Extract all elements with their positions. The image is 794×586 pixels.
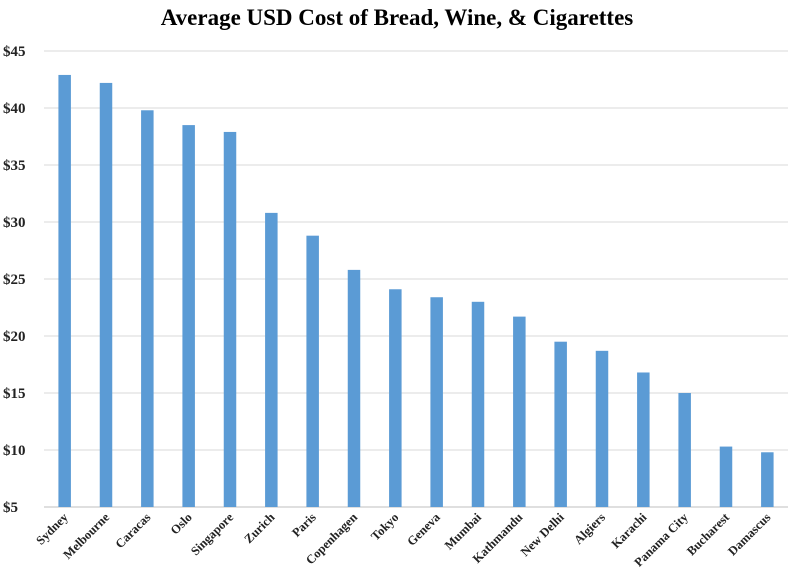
bar-oslo xyxy=(182,125,195,507)
x-tick-label: Paris xyxy=(289,510,319,540)
x-tick-label: New Delhi xyxy=(518,510,567,559)
bar-singapore xyxy=(223,131,237,507)
y-tick-label: $45 xyxy=(3,44,26,60)
bar-karachi xyxy=(637,372,650,507)
bar-kathmandu xyxy=(513,316,526,507)
y-tick-label: $10 xyxy=(3,443,26,459)
bar-melbourne xyxy=(99,82,113,508)
bar-bucharest xyxy=(719,446,733,507)
bar-mumbai xyxy=(471,301,485,507)
x-tick-label: Singapore xyxy=(188,510,236,558)
x-tick-label: Zurich xyxy=(242,510,278,546)
bar-new-delhi xyxy=(554,341,567,507)
x-tick-label: Geneva xyxy=(404,510,443,549)
y-tick-label: $30 xyxy=(3,215,26,231)
x-tick-label: Oslo xyxy=(168,510,195,537)
bar-zurich xyxy=(265,212,278,507)
y-tick-label: $5 xyxy=(3,500,18,516)
y-tick-label: $25 xyxy=(3,272,26,288)
x-tick-label: Bucharest xyxy=(684,510,733,559)
y-tick-label: $40 xyxy=(3,101,26,117)
y-axis-ticks: $5 $10 $15 $20 $25 $30 $35 $40 $45 xyxy=(3,44,26,516)
y-tick-label: $35 xyxy=(3,158,26,174)
y-tick-label: $20 xyxy=(3,329,26,345)
bar-algiers xyxy=(595,350,609,507)
x-tick-label: Sydney xyxy=(33,510,71,548)
bar-copenhagen xyxy=(347,269,361,507)
x-tick-label: Caracas xyxy=(113,510,154,551)
bar-caracas xyxy=(141,110,154,507)
x-tick-label: Damascus xyxy=(725,510,773,558)
chart-title: Average USD Cost of Bread, Wine, & Cigar… xyxy=(161,5,634,30)
bar-paris xyxy=(306,235,319,507)
x-tick-label: Mumbai xyxy=(442,510,485,553)
grid-lines xyxy=(44,50,788,451)
bar-tokyo xyxy=(389,289,402,507)
x-tick-label: Karachi xyxy=(609,510,650,551)
bars xyxy=(58,74,774,508)
bar-sydney xyxy=(58,74,71,507)
x-tick-label: Tokyo xyxy=(368,510,401,543)
bar-geneva xyxy=(430,297,443,507)
y-tick-label: $15 xyxy=(3,386,26,402)
bar-damascus xyxy=(761,452,774,507)
x-tick-label: Algiers xyxy=(571,510,608,547)
bar-panama-city xyxy=(678,393,691,507)
